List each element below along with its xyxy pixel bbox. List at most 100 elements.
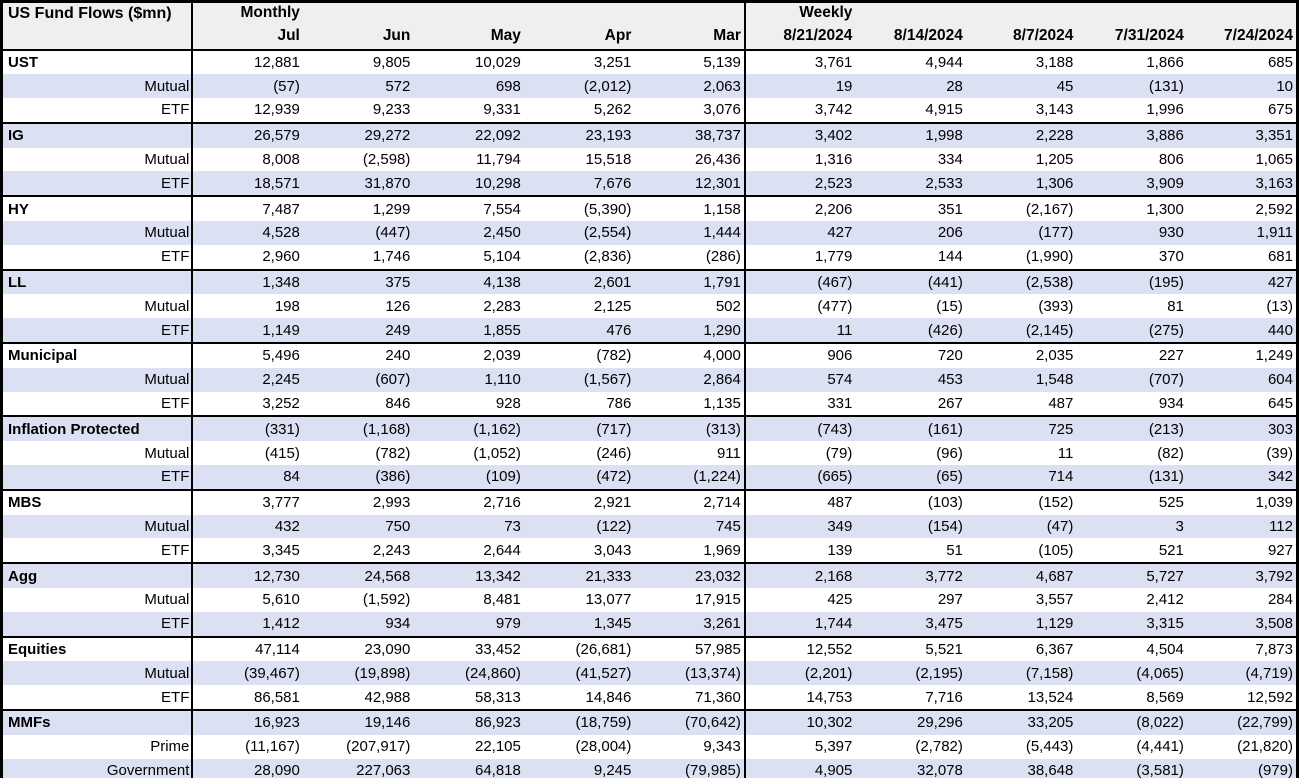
data-cell: 9,245	[523, 758, 635, 778]
data-cell: 8,008	[192, 147, 303, 172]
month-column-header: Jul	[192, 23, 303, 51]
data-cell: 1,779	[744, 244, 856, 270]
weekly-section-spacer	[855, 1, 1298, 24]
data-cell: 3,777	[192, 488, 303, 515]
data-cell: 1,065	[1186, 147, 1298, 172]
data-cell: 2,644	[413, 538, 524, 564]
data-cell: 521	[1076, 538, 1187, 564]
data-cell: 26,436	[634, 147, 746, 172]
data-cell: 45	[965, 74, 1077, 99]
subcategory-row: Mutual (39,467) (19,898) (24,860) (41,527) (1…	[1, 661, 1298, 686]
data-cell: 4,138	[413, 268, 524, 295]
data-cell: 2,960	[192, 244, 303, 270]
data-cell: (131)	[1076, 465, 1187, 490]
data-cell: 930	[1076, 221, 1187, 245]
data-cell: 2,206	[744, 195, 856, 222]
category-label: Equities	[1, 635, 194, 662]
month-column-header: Mar	[634, 23, 746, 51]
data-cell: (8,022)	[1076, 709, 1187, 735]
data-cell: (96)	[855, 441, 966, 466]
data-cell: 16,923	[192, 709, 303, 735]
data-cell: 47,114	[192, 635, 303, 662]
data-cell: 14,753	[744, 685, 856, 711]
data-cell: 1,791	[634, 268, 746, 295]
category-label: HY	[1, 195, 194, 222]
data-cell: 7,554	[413, 195, 524, 222]
data-cell: 86,581	[192, 685, 303, 711]
data-cell: (1,567)	[523, 367, 635, 392]
data-cell: 5,104	[413, 244, 524, 270]
data-cell: 487	[965, 391, 1077, 417]
subcategory-label: ETF	[1, 391, 194, 417]
data-cell: 4,528	[192, 221, 303, 245]
data-cell: 1,135	[634, 391, 746, 417]
data-cell: (2,167)	[965, 195, 1077, 222]
data-cell: (39,467)	[192, 661, 303, 686]
data-cell: 1,855	[413, 318, 524, 344]
data-cell: 725	[965, 415, 1077, 442]
week-column-header: 8/21/2024	[744, 23, 856, 51]
subcategory-row: ETF 1,412 934 979 1,345 3,261 1,744 3,475 1,129 3…	[1, 611, 1298, 637]
data-cell: 1,129	[965, 611, 1077, 637]
data-cell: (39)	[1186, 441, 1298, 466]
column-header-row: Jul Jun May Apr Mar 8/21/2024 8/14/2024 8/7/202…	[2, 23, 1298, 51]
data-cell: 26,579	[192, 121, 303, 148]
data-cell: 1,345	[523, 611, 635, 637]
data-cell: 19	[744, 74, 856, 99]
data-cell: (18,759)	[523, 709, 635, 735]
category-row: MBS 3,777 2,993 2,716 2,921 2,714 487 (103) (152…	[1, 488, 1298, 515]
data-cell: (743)	[744, 415, 856, 442]
data-cell: 4,504	[1076, 635, 1187, 662]
data-cell: 8,569	[1076, 685, 1187, 711]
data-cell: 334	[855, 147, 966, 172]
data-cell: 3	[1076, 514, 1187, 539]
data-cell: 33,205	[965, 709, 1077, 735]
subcategory-label: Mutual	[1, 588, 194, 612]
data-cell: 284	[1186, 588, 1298, 612]
data-cell: 2,921	[523, 488, 635, 515]
data-cell: 574	[744, 367, 856, 392]
data-cell: (447)	[302, 221, 414, 245]
data-cell: 3,076	[634, 98, 746, 123]
data-cell: 3,475	[855, 611, 966, 637]
data-cell: 38,737	[634, 121, 746, 148]
data-cell: 11	[965, 441, 1077, 466]
subcategory-row: Prime (11,167) (207,917) 22,105 (28,004) 9,34…	[1, 734, 1298, 759]
subcategory-label: ETF	[1, 98, 194, 123]
data-cell: 487	[744, 488, 856, 515]
data-cell: 3,043	[523, 538, 635, 564]
data-cell: 2,864	[634, 367, 746, 392]
data-cell: 2,228	[965, 121, 1077, 148]
data-cell: (109)	[413, 465, 524, 490]
data-cell: (607)	[302, 367, 414, 392]
subcategory-label: Government	[1, 758, 194, 778]
data-cell: 9,331	[413, 98, 524, 123]
data-cell: 2,592	[1186, 195, 1298, 222]
data-cell: 86,923	[413, 709, 524, 735]
subcategory-row: Mutual (57) 572 698 (2,012) 2,063 19 28 45 (131) 1…	[1, 74, 1298, 99]
data-cell: 604	[1186, 367, 1298, 392]
data-cell: (782)	[523, 342, 635, 368]
subcategory-label: ETF	[1, 685, 194, 711]
data-cell: 12,881	[192, 48, 303, 75]
data-cell: 3,909	[1076, 171, 1187, 197]
data-cell: 427	[1186, 268, 1298, 295]
category-row: UST 12,881 9,805 10,029 3,251 5,139 3,761 4,944…	[1, 48, 1298, 75]
data-cell: 15,518	[523, 147, 635, 172]
data-cell: 934	[302, 611, 414, 637]
data-cell: 806	[1076, 147, 1187, 172]
data-cell: (5,390)	[523, 195, 635, 222]
category-row: IG 26,579 29,272 22,092 23,193 38,737 3,402 1,9…	[1, 121, 1298, 148]
data-cell: 1,911	[1186, 221, 1298, 245]
data-cell: 22,092	[413, 121, 524, 148]
data-cell: 370	[1076, 244, 1187, 270]
subcategory-row: Mutual 4,528 (447) 2,450 (2,554) 1,444 427 206(…	[1, 221, 1298, 245]
week-column-header: 8/14/2024	[855, 23, 966, 51]
subcategory-row: Mutual 198 126 2,283 2,125 502 (477) (15) (393) 8…	[1, 294, 1298, 319]
data-cell: (161)	[855, 415, 966, 442]
data-cell: 928	[413, 391, 524, 417]
data-cell: (19,898)	[302, 661, 414, 686]
category-row: MMFs 16,923 19,146 86,923 (18,759) (70,642) 10…	[1, 709, 1298, 735]
data-cell: 7,716	[855, 685, 966, 711]
data-cell: 28,090	[192, 758, 303, 778]
